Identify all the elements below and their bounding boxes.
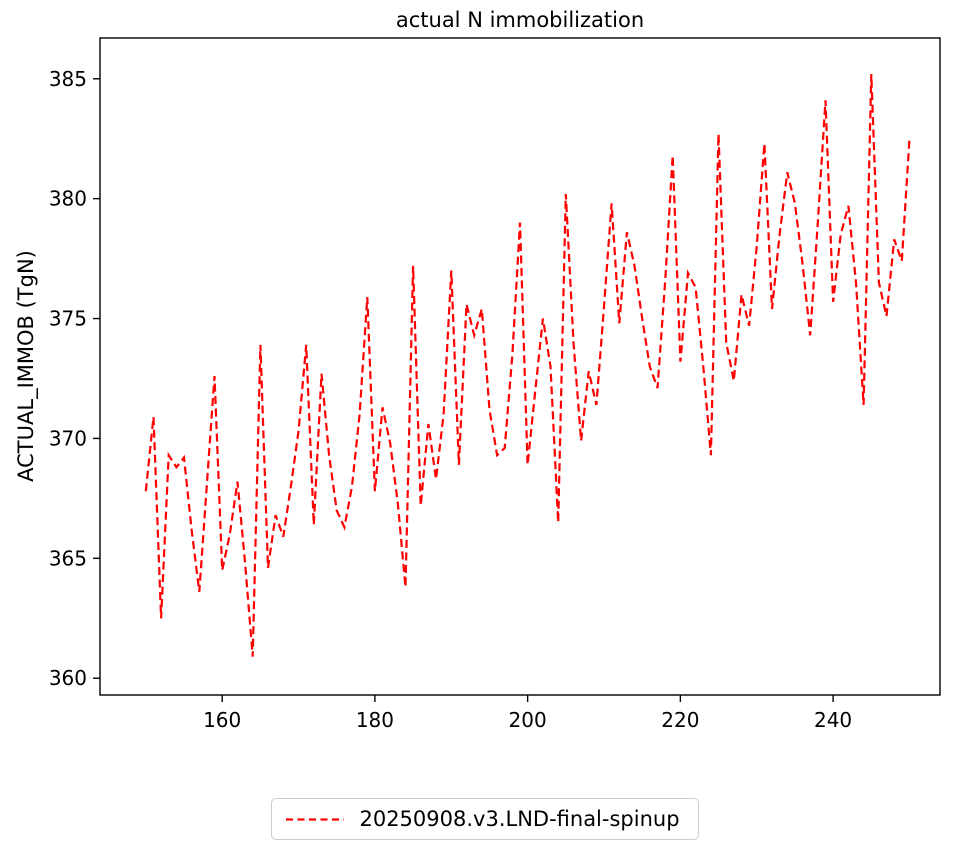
x-tick-label: 160 — [203, 708, 241, 732]
x-tick-label: 240 — [814, 708, 852, 732]
legend-line-sample-icon — [285, 817, 344, 821]
y-tick-label: 385 — [49, 67, 87, 91]
x-tick-label: 220 — [661, 708, 699, 732]
y-tick-label: 360 — [49, 666, 87, 690]
y-tick-label: 375 — [49, 307, 87, 331]
legend: 20250908.v3.LND-final-spinup — [270, 798, 699, 840]
x-tick-label: 200 — [509, 708, 547, 732]
y-tick-label: 370 — [49, 426, 87, 450]
legend-label: 20250908.v3.LND-final-spinup — [359, 807, 680, 831]
y-tick-label: 380 — [49, 187, 87, 211]
axes-frame — [99, 37, 941, 696]
data-series-line — [144, 73, 911, 657]
y-tick-label: 365 — [49, 546, 87, 570]
chart-title: actual N immobilization — [395, 8, 645, 32]
x-tick-label: 180 — [356, 708, 394, 732]
